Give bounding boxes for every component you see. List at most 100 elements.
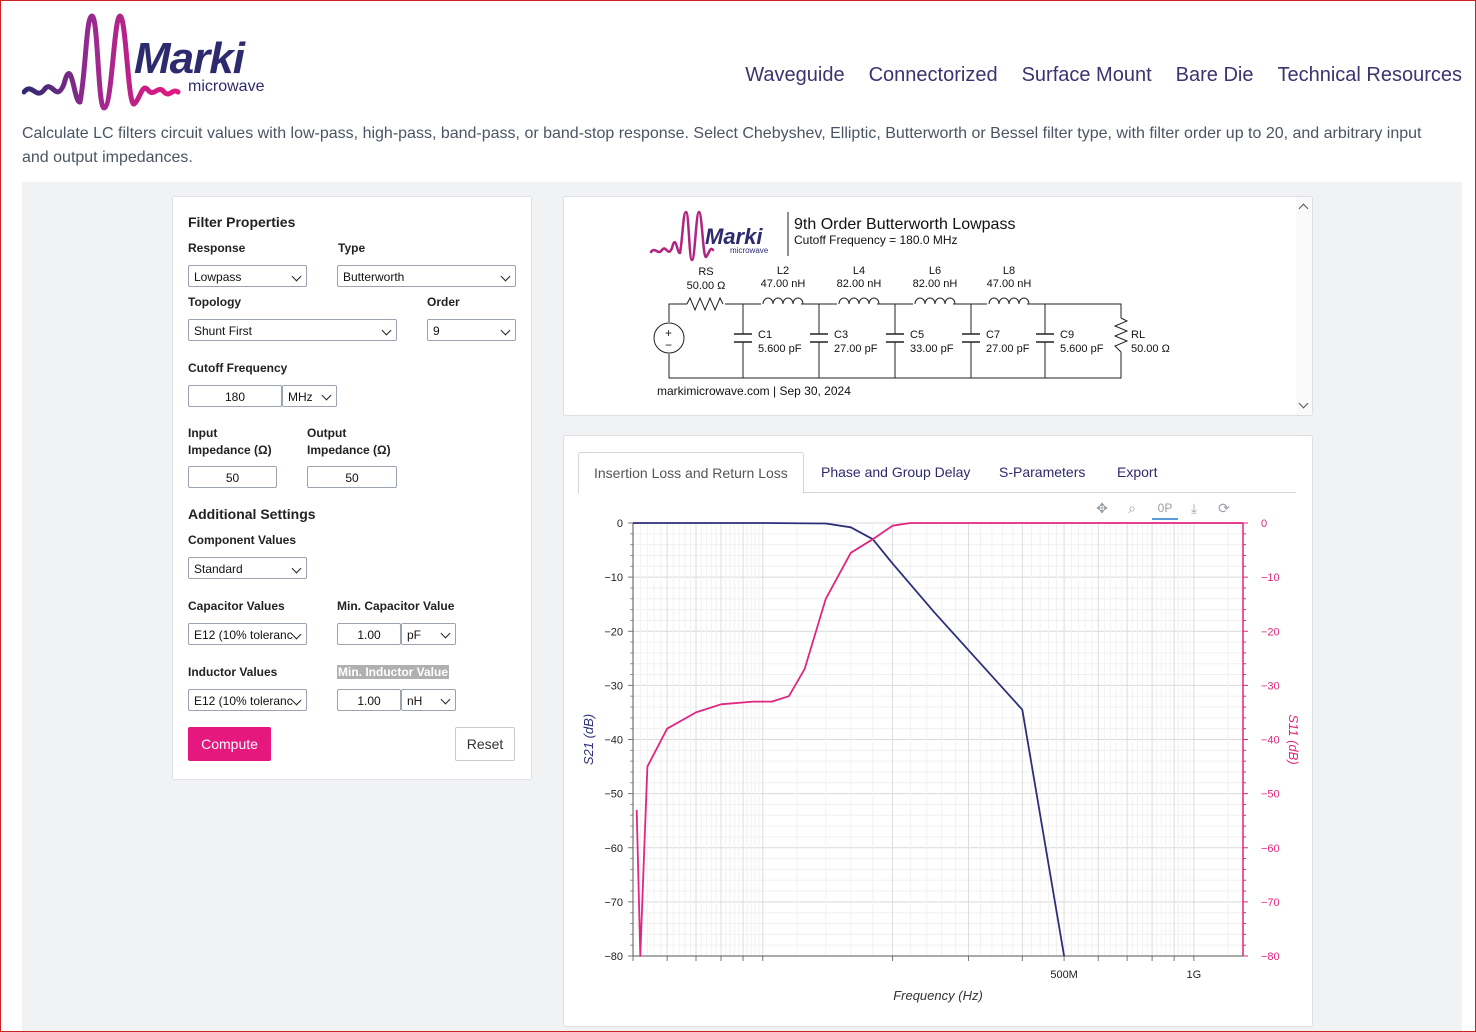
output-impedance-label: Output Impedance (Ω)	[307, 425, 391, 459]
component-values-select[interactable]: Standard	[188, 557, 307, 579]
cutoff-label: Cutoff Frequency	[188, 361, 288, 375]
zoom-icon[interactable]: ⌕	[1128, 500, 1136, 516]
nav-bare-die[interactable]: Bare Die	[1175, 64, 1254, 86]
capacitors: C1 5.600 pF C3 27.00 pF C5 33.00 pF C7 27.00 pF…	[734, 329, 1104, 355]
input-label-line1: Input	[188, 426, 218, 440]
reset-icon[interactable]: ⟳	[1218, 500, 1230, 516]
chart-toolbar: ✥ ⌕ 0P ⤓ ⟳	[1092, 498, 1242, 520]
type-select[interactable]: Butterworth	[337, 265, 516, 287]
y2-tick-label: −20	[1261, 626, 1280, 638]
nav-connectorized[interactable]: Connectorized	[868, 64, 998, 86]
inductor-name: L8	[1003, 265, 1015, 277]
hover-icon[interactable]: 0P	[1152, 498, 1178, 520]
capacitor-name: C3	[834, 329, 848, 341]
series-line-s21	[633, 522, 1065, 957]
chevron-down-icon	[321, 390, 332, 401]
y-tick-label: −50	[604, 789, 623, 801]
topology-select[interactable]: Shunt First	[188, 319, 397, 341]
tab-phase-group-delay[interactable]: Phase and Group Delay	[821, 464, 971, 480]
y2-tick-label: −60	[1261, 843, 1280, 855]
chevron-down-icon	[440, 694, 451, 705]
order-label: Order	[427, 295, 460, 309]
topology-label: Topology	[188, 295, 242, 309]
rl-resistor-icon	[1113, 317, 1129, 353]
inductor-values-value: E12 (10% toleranc	[194, 694, 293, 708]
capacitor-name: C1	[758, 329, 772, 341]
source-minus: −	[665, 338, 672, 352]
inductor-values-select[interactable]: E12 (10% toleranc	[188, 689, 307, 711]
inductor-icon	[838, 297, 880, 305]
loss-chart: 0 0 −10 −10 −20 −20 −30 −30 −40 −40 −50 −50 −60 −60 −7…	[581, 518, 1301, 1003]
y2-axis-label: S11 (dB)	[1286, 714, 1301, 764]
component-values-value: Standard	[194, 562, 243, 576]
capacitor-value: 27.00 pF	[834, 343, 878, 355]
filter-properties-title: Filter Properties	[188, 214, 296, 230]
y-axis-label: S21 (dB)	[581, 714, 596, 765]
schematic-diagram: Marki microwave 9th Order Butterworth Lo…	[649, 210, 1170, 398]
nav-surface-mount[interactable]: Surface Mount	[1021, 64, 1152, 86]
inductor-value: 47.00 nH	[987, 278, 1032, 290]
input-impedance-input[interactable]: 50	[188, 466, 277, 488]
chevron-down-icon	[500, 271, 511, 282]
topology-value: Shunt First	[194, 324, 253, 338]
input-impedance-label: Input Impedance (Ω)	[188, 425, 272, 459]
intro-text: Calculate LC filters circuit values with…	[22, 125, 1422, 166]
additional-settings-title: Additional Settings	[188, 506, 316, 522]
chevron-down-icon	[291, 695, 302, 706]
reset-button[interactable]: Reset	[455, 727, 515, 761]
y-tick-label: −70	[604, 897, 623, 909]
nav-technical-resources[interactable]: Technical Resources	[1277, 64, 1462, 86]
y-tick-label: −10	[604, 572, 623, 584]
tab-insertion-loss[interactable]: Insertion Loss and Return Loss	[578, 452, 804, 494]
cutoff-input[interactable]: 180	[188, 385, 282, 407]
min-capacitor-label: Min. Capacitor Value	[337, 599, 455, 613]
min-capacitor-input[interactable]: 1.00	[337, 623, 401, 645]
marki-logo[interactable]: Marki microwave	[21, 12, 302, 112]
chevron-down-icon	[291, 563, 302, 574]
capacitor-value: 27.00 pF	[986, 343, 1030, 355]
inductor-values-label: Inductor Values	[188, 665, 278, 679]
order-value: 9	[433, 324, 440, 338]
compute-button[interactable]: Compute	[188, 727, 271, 761]
inductor-name: L4	[853, 265, 865, 277]
inductor-icon	[762, 297, 804, 305]
capacitor-name: C5	[910, 329, 924, 341]
scroll-up-icon[interactable]	[1298, 203, 1309, 214]
min-inductor-input[interactable]: 1.00	[337, 689, 401, 711]
chevron-down-icon	[381, 325, 392, 336]
filter-panel	[172, 196, 532, 780]
min-capacitor-unit-select[interactable]: pF	[401, 623, 456, 645]
schematic-scrollbar[interactable]	[1296, 197, 1312, 415]
inductor-value: 82.00 nH	[837, 278, 882, 290]
response-select[interactable]: Lowpass	[188, 265, 307, 287]
download-icon[interactable]: ⤓	[1190, 500, 1198, 516]
y-tick-label: −80	[604, 951, 623, 963]
input-label-line2: Impedance (Ω)	[188, 443, 272, 457]
cutoff-unit-select[interactable]: MHz	[282, 385, 337, 407]
rs-name: RS	[698, 266, 713, 278]
capacitor-values-value: E12 (10% toleranc	[194, 628, 293, 642]
capacitor-values-select[interactable]: E12 (10% toleranc	[188, 623, 307, 645]
min-inductor-unit-select[interactable]: nH	[401, 689, 456, 711]
min-capacitor-unit-value: pF	[407, 628, 422, 642]
rs-value: 50.00 Ω	[687, 280, 726, 292]
response-label: Response	[188, 241, 246, 255]
output-impedance-input[interactable]: 50	[307, 466, 397, 488]
y-tick-label: −30	[604, 680, 623, 692]
x-tick-label: 500M	[1050, 969, 1078, 981]
min-inductor-unit-value: nH	[407, 694, 423, 708]
inductor-icon	[914, 297, 956, 305]
voltage-source-icon	[653, 322, 685, 354]
pan-icon[interactable]: ✥	[1096, 500, 1108, 516]
type-value: Butterworth	[343, 270, 405, 284]
component-values-label: Component Values	[188, 533, 297, 547]
scroll-down-icon[interactable]	[1298, 398, 1309, 409]
y-tick-label: −40	[604, 735, 623, 747]
output-label-line2: Impedance (Ω)	[307, 443, 391, 457]
nav-waveguide[interactable]: Waveguide	[745, 64, 845, 86]
inductor-value: 82.00 nH	[913, 278, 958, 290]
order-select[interactable]: 9	[427, 319, 516, 341]
cutoff-unit-value: MHz	[288, 390, 313, 404]
tab-s-parameters[interactable]: S-Parameters	[999, 464, 1086, 480]
tab-export[interactable]: Export	[1117, 464, 1158, 480]
